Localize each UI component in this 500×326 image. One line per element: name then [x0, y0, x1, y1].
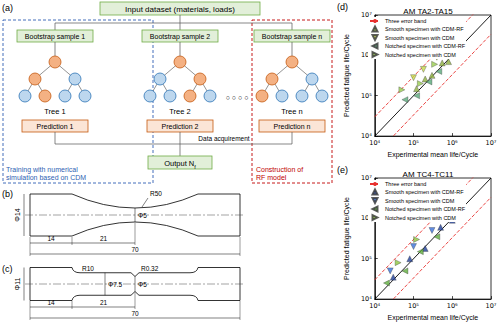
svg-text:10⁴: 10⁴: [369, 139, 380, 147]
svg-text:Smooth specimen with CDM: Smooth specimen with CDM: [385, 198, 455, 204]
svg-text:AM TA2-TA15: AM TA2-TA15: [403, 7, 453, 16]
svg-text:Three error band: Three error band: [385, 181, 426, 187]
svg-text:10⁵: 10⁵: [408, 139, 419, 147]
svg-text:10⁵: 10⁵: [361, 92, 372, 100]
svg-text:Bootstrap sample 1: Bootstrap sample 1: [25, 33, 85, 41]
svg-text:RF model: RF model: [256, 174, 287, 181]
svg-text:(e): (e): [337, 165, 348, 175]
svg-text:Tree 2: Tree 2: [169, 107, 190, 116]
svg-text:10⁷: 10⁷: [360, 174, 372, 182]
svg-text:(c): (c): [2, 264, 13, 274]
svg-text:Prediction n: Prediction n: [274, 123, 311, 130]
svg-text:AM TC4-TC11: AM TC4-TC11: [403, 170, 454, 179]
svg-text:70: 70: [131, 310, 139, 317]
svg-text:Notched specimen with CDM: Notched specimen with CDM: [385, 215, 456, 221]
svg-text:10⁴: 10⁴: [369, 302, 380, 310]
svg-text:Φ7.5: Φ7.5: [108, 281, 123, 288]
svg-text:21: 21: [100, 235, 108, 242]
svg-text:Notched specimen with CDM: Notched specimen with CDM: [385, 52, 456, 58]
svg-text:Experimental mean life/Cycle: Experimental mean life/Cycle: [388, 151, 479, 159]
svg-text:Bootstrap sample n: Bootstrap sample n: [262, 33, 322, 41]
svg-text:Three error band: Three error band: [385, 18, 426, 24]
svg-text:10⁴: 10⁴: [360, 132, 372, 141]
svg-text:R0.32: R0.32: [141, 265, 159, 272]
svg-text:10⁶: 10⁶: [447, 302, 458, 310]
svg-text:Φ5: Φ5: [138, 281, 147, 288]
svg-text:(b): (b): [2, 189, 13, 199]
svg-text:Notched specimen with CDM-RF: Notched specimen with CDM-RF: [385, 206, 466, 212]
svg-text:Tree n: Tree n: [281, 107, 302, 116]
svg-text:Notched specimen with CDM-RF: Notched specimen with CDM-RF: [385, 43, 466, 49]
svg-text:Smooth specimen with CDM-RF: Smooth specimen with CDM-RF: [385, 189, 464, 195]
svg-text:Construction of: Construction of: [256, 166, 303, 173]
svg-text:(d): (d): [337, 2, 348, 12]
svg-text:Φ11: Φ11: [14, 277, 21, 290]
svg-text:Training with numerical: Training with numerical: [6, 166, 78, 174]
svg-text:14: 14: [47, 299, 55, 306]
svg-text:10⁵: 10⁵: [361, 255, 372, 263]
svg-text:Prediction 2: Prediction 2: [162, 123, 199, 130]
svg-text:Predicted fatigue life/Cycle: Predicted fatigue life/Cycle: [343, 197, 351, 280]
svg-text:14: 14: [47, 235, 55, 242]
svg-text:10⁶: 10⁶: [360, 51, 372, 60]
svg-text:Experimental mean life/Cycle: Experimental mean life/Cycle: [388, 314, 479, 322]
svg-text:70: 70: [131, 246, 139, 253]
svg-text:21: 21: [100, 299, 108, 306]
svg-text:Φ5: Φ5: [138, 212, 147, 219]
svg-text:Output Nf: Output Nf: [164, 159, 196, 170]
svg-text:Tree 1: Tree 1: [44, 107, 65, 116]
svg-text:10⁵: 10⁵: [408, 302, 419, 310]
svg-text:10⁴: 10⁴: [360, 295, 372, 304]
svg-text:10⁷: 10⁷: [486, 139, 497, 147]
svg-text:10⁷: 10⁷: [486, 302, 497, 310]
svg-text:simulation based on CDM: simulation based on CDM: [6, 174, 86, 181]
svg-text:10⁶: 10⁶: [447, 139, 458, 147]
svg-text:R50: R50: [150, 190, 162, 197]
svg-text:○ ○ ○ ○: ○ ○ ○ ○: [226, 94, 249, 101]
svg-text:R10: R10: [82, 265, 94, 272]
svg-text:(a): (a): [2, 3, 13, 13]
svg-text:Prediction 1: Prediction 1: [37, 123, 74, 130]
svg-text:Predicted fatigue life/Cycle: Predicted fatigue life/Cycle: [343, 34, 351, 117]
svg-text:10⁷: 10⁷: [360, 11, 372, 19]
svg-text:Data acquirement: Data acquirement: [198, 135, 249, 143]
svg-text:Φ14: Φ14: [14, 208, 21, 221]
svg-text:10⁶: 10⁶: [360, 214, 372, 223]
svg-text:Smooth specimen with CDM: Smooth specimen with CDM: [385, 35, 455, 41]
svg-text:Bootstrap sample 2: Bootstrap sample 2: [150, 33, 210, 41]
svg-text:Smooth specimen with CDM-RF: Smooth specimen with CDM-RF: [385, 26, 464, 32]
svg-text:Input dataset (materials, load: Input dataset (materials, loads): [125, 5, 235, 14]
